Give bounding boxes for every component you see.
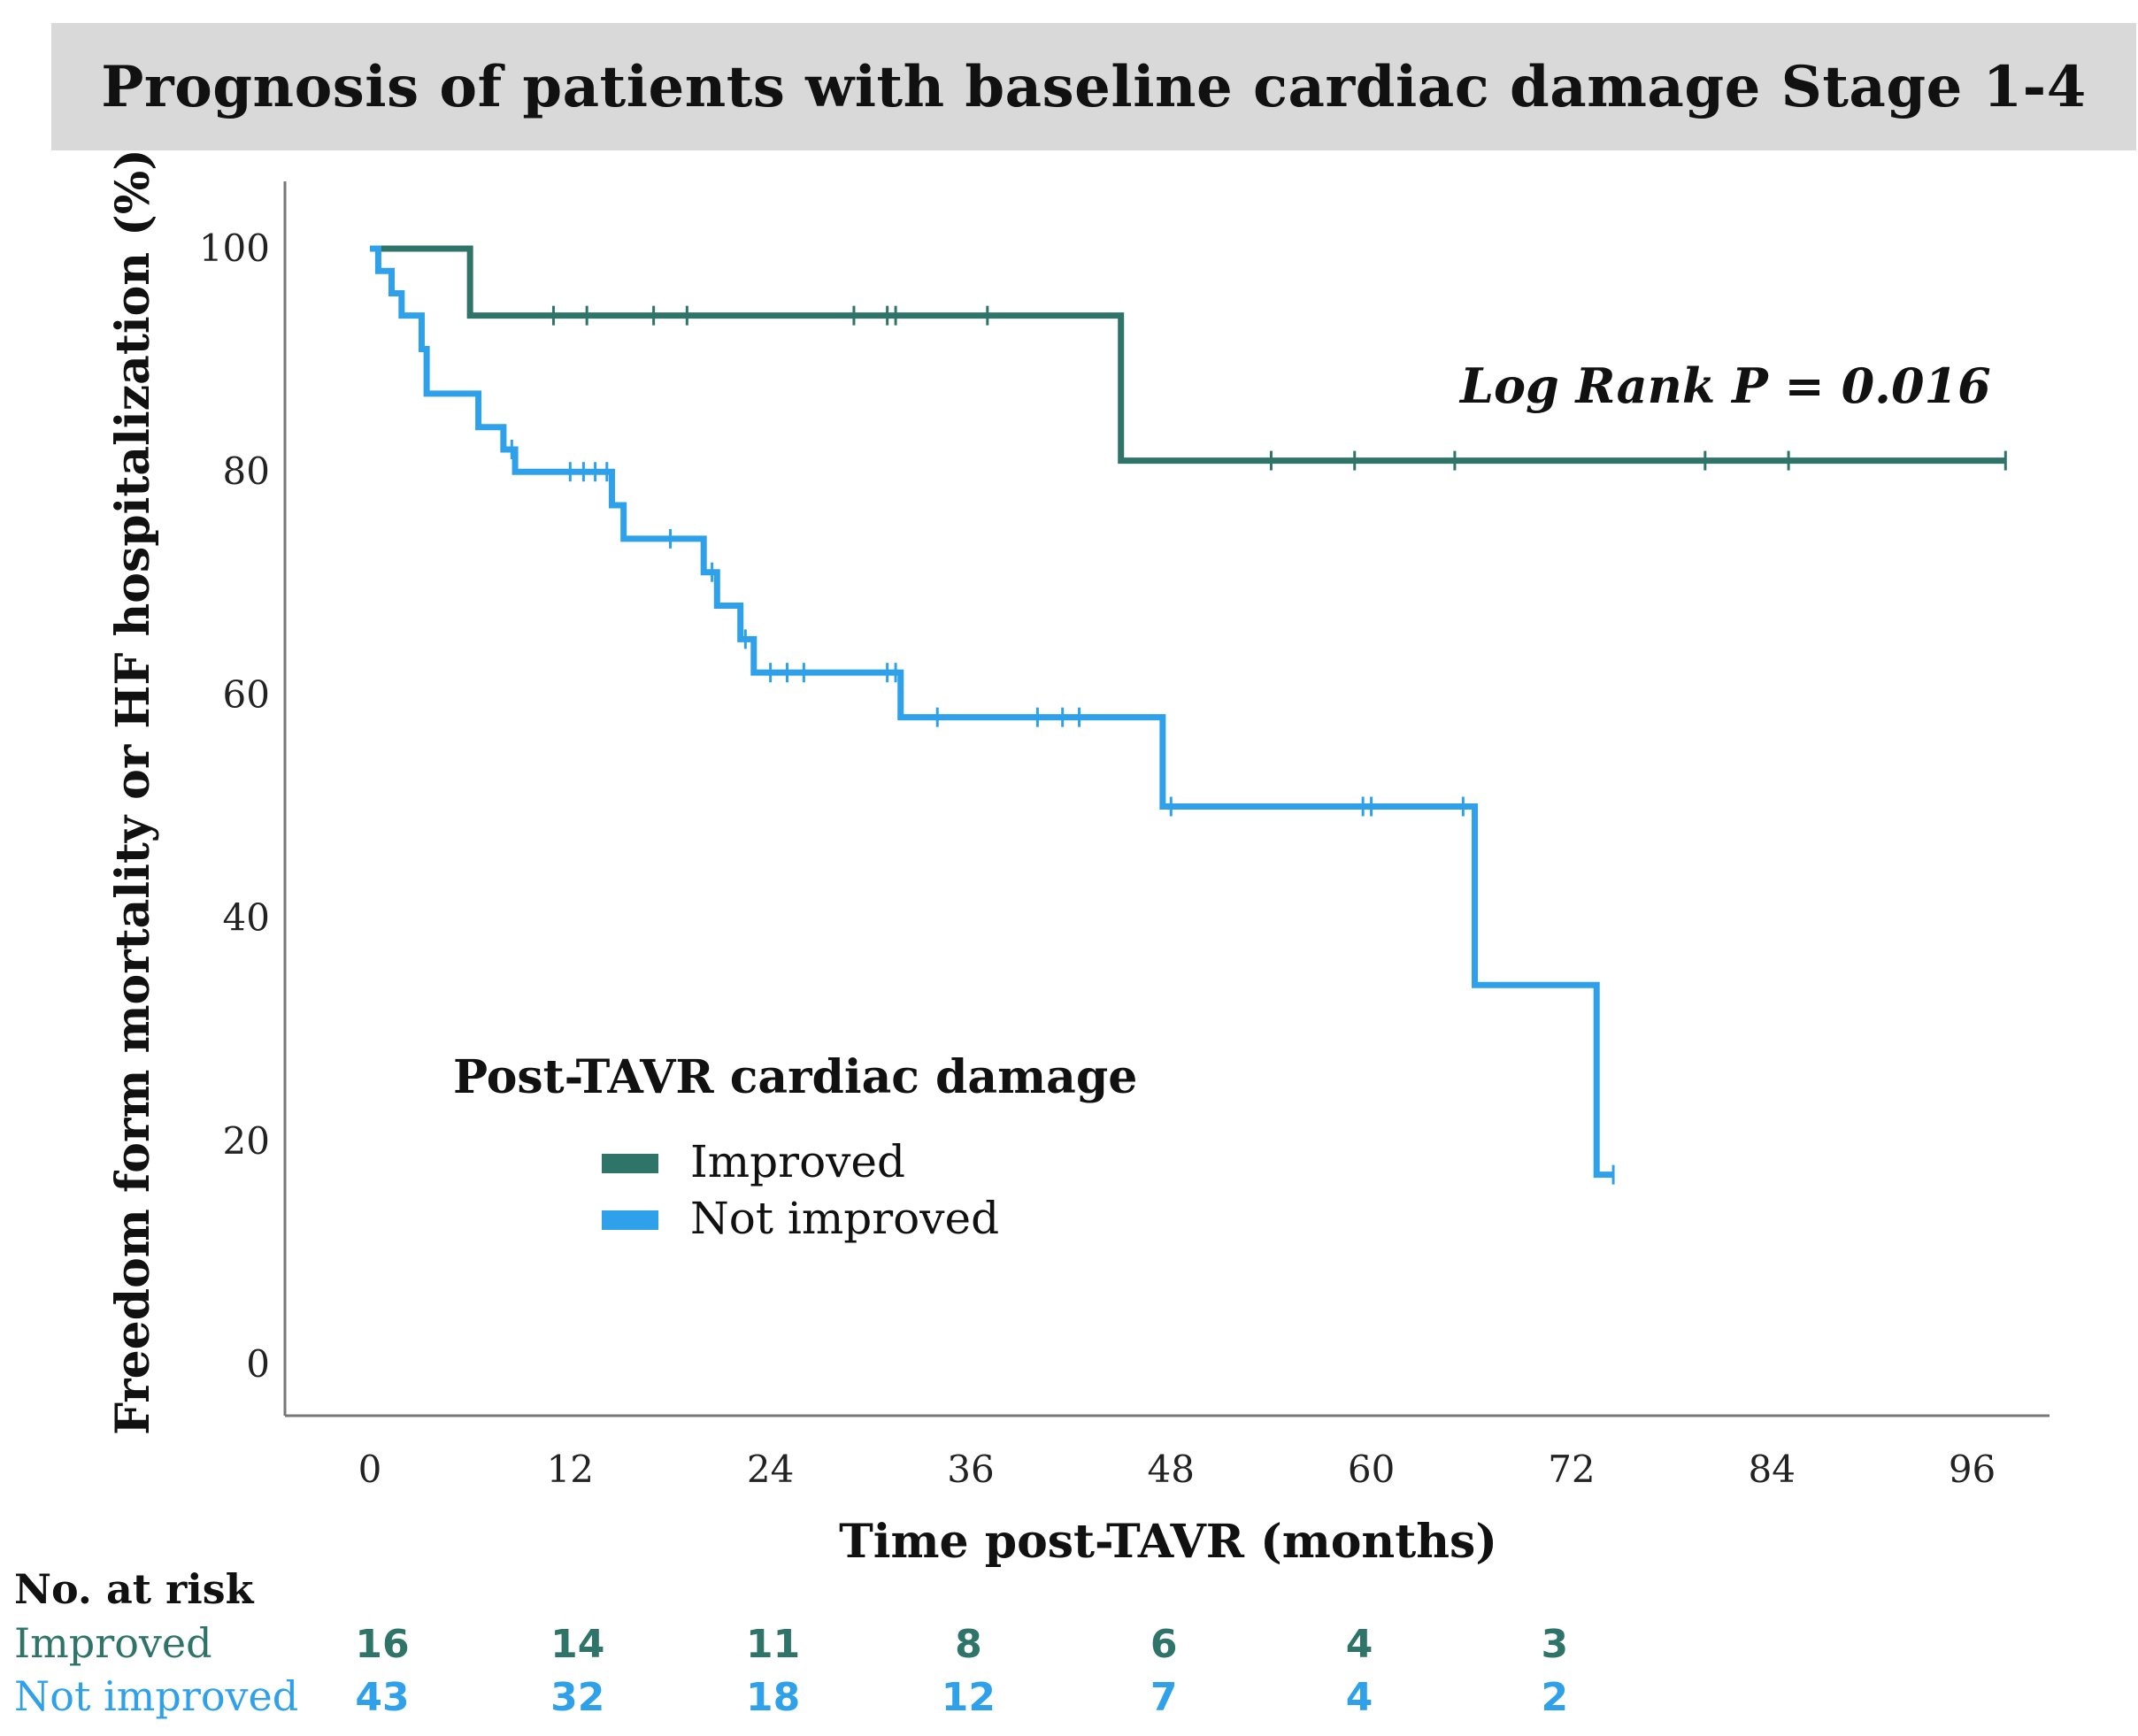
- risk-count: 4: [1346, 1622, 1373, 1667]
- risk-count: 7: [1150, 1675, 1178, 1720]
- legend-swatch-improved: [602, 1154, 658, 1173]
- y-axis-title: Freedom form mortality or HF hospitaliza…: [106, 149, 160, 1435]
- legend: Post-TAVR cardiac damage Improved Not im…: [453, 1050, 1137, 1244]
- survival-line: [370, 245, 1614, 1179]
- x-tick-label: 12: [547, 1448, 594, 1491]
- x-axis-title: Time post-TAVR (months): [839, 1515, 1497, 1569]
- risk-count: 3: [1541, 1622, 1568, 1667]
- legend-label-not-improved: Not improved: [690, 1193, 999, 1244]
- y-tick-label: 60: [223, 672, 270, 716]
- x-tick-label: 60: [1348, 1448, 1395, 1491]
- x-tick-label: 24: [747, 1448, 794, 1491]
- y-tick-label: 0: [246, 1342, 270, 1386]
- log-rank-annotation: Log Rank P = 0.016: [1458, 357, 1991, 414]
- risk-counts: 16 14 11 8 6 4 343 32 18 12 7 4 2: [355, 1622, 1568, 1720]
- survival-curves: [370, 245, 2007, 1185]
- risk-count: 16: [355, 1622, 409, 1667]
- risk-count: 14: [550, 1622, 604, 1667]
- risk-count: 18: [746, 1675, 800, 1720]
- risk-count: 32: [550, 1675, 604, 1720]
- risk-count: 4: [1346, 1675, 1373, 1720]
- risk-table-heading: No. at risk: [14, 1565, 255, 1613]
- risk-count: 8: [955, 1622, 982, 1667]
- legend-swatch-not-improved: [602, 1210, 658, 1230]
- risk-count: 6: [1150, 1622, 1178, 1667]
- x-tick-label: 72: [1548, 1448, 1595, 1491]
- x-ticks: 0 12 24 36 48 60 72 84 96: [358, 1448, 1996, 1491]
- risk-count: 43: [355, 1675, 409, 1720]
- series-not-improved: [370, 245, 1615, 1185]
- legend-label-improved: Improved: [690, 1136, 905, 1187]
- y-tick-label: 40: [223, 896, 270, 940]
- survival-line: [370, 245, 2006, 465]
- legend-title: Post-TAVR cardiac damage: [453, 1050, 1137, 1104]
- axes: [283, 181, 2050, 1417]
- risk-count: 2: [1541, 1675, 1568, 1720]
- risk-count: 11: [746, 1622, 800, 1667]
- series-improved: [370, 245, 2007, 471]
- y-tick-label: 80: [223, 449, 270, 493]
- y-ticks: 0 20 40 60 80 100: [199, 227, 270, 1386]
- risk-row-label-improved: Improved: [14, 1619, 212, 1667]
- risk-count: 12: [942, 1675, 996, 1720]
- x-tick-label: 96: [1949, 1448, 1996, 1491]
- title-bar: Prognosis of patients with baseline card…: [51, 23, 2136, 150]
- y-tick-label: 20: [223, 1119, 270, 1163]
- x-tick-label: 0: [358, 1448, 382, 1491]
- x-tick-label: 84: [1749, 1448, 1796, 1491]
- y-tick-label: 100: [199, 227, 270, 270]
- risk-table: No. at risk Improved Not improved 16 14 11…: [14, 1565, 1568, 1720]
- risk-row-label-not-improved: Not improved: [14, 1672, 298, 1720]
- chart-title: Prognosis of patients with baseline card…: [101, 53, 2087, 120]
- x-tick-label: 48: [1148, 1448, 1195, 1491]
- x-tick-label: 36: [947, 1448, 994, 1491]
